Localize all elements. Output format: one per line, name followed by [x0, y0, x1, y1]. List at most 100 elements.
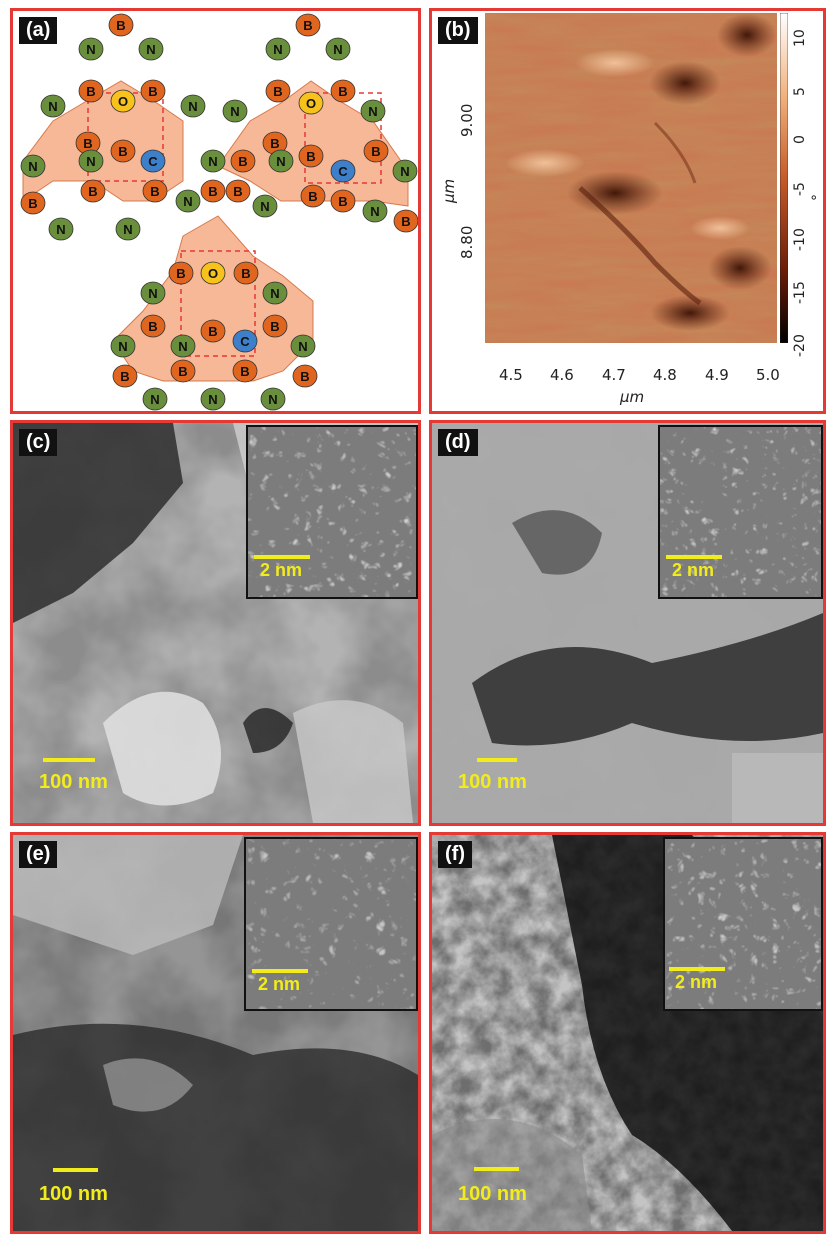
- svg-text:N: N: [148, 286, 157, 301]
- svg-text:N: N: [56, 222, 65, 237]
- atom-n: N: [260, 387, 286, 411]
- svg-text:B: B: [88, 184, 97, 199]
- colorbar-tick: 0: [792, 135, 808, 144]
- colorbar-tick: -10: [792, 228, 808, 251]
- svg-text:N: N: [400, 164, 409, 179]
- svg-text:N: N: [178, 339, 187, 354]
- colorbar: [780, 13, 788, 343]
- atom-n: N: [392, 159, 418, 183]
- atom-b: B: [225, 179, 251, 203]
- svg-text:B: B: [86, 84, 95, 99]
- svg-text:N: N: [273, 42, 282, 57]
- atom-n: N: [362, 199, 388, 223]
- svg-text:N: N: [333, 42, 342, 57]
- svg-text:B: B: [176, 266, 185, 281]
- x-tick: 5.0: [756, 366, 780, 384]
- atom-n: N: [78, 37, 104, 61]
- atom-n: N: [200, 387, 226, 411]
- svg-text:B: B: [118, 144, 127, 159]
- scale-bar-label: 100 nm: [458, 771, 527, 793]
- svg-text:N: N: [86, 154, 95, 169]
- atom-b: B: [140, 79, 166, 103]
- atom-b: B: [262, 131, 288, 155]
- svg-text:C: C: [148, 154, 158, 169]
- atom-b: B: [298, 144, 324, 168]
- panel-d-label: (d): [438, 429, 478, 456]
- tem-micrograph: [13, 423, 418, 823]
- atom-b: B: [230, 149, 256, 173]
- svg-text:N: N: [48, 99, 57, 114]
- panel-f-label: (f): [438, 841, 472, 868]
- panel-c: (c) 2 nm 100 nm: [10, 420, 421, 826]
- svg-text:B: B: [240, 364, 249, 379]
- svg-text:O: O: [306, 96, 316, 111]
- svg-text:C: C: [338, 164, 348, 179]
- panel-d: (d) 2 nm 100 nm: [429, 420, 826, 826]
- atom-n: N: [78, 149, 104, 173]
- panel-a-label: (a): [19, 17, 58, 44]
- atom-b: B: [200, 319, 226, 343]
- atom-b: B: [170, 359, 196, 383]
- atom-b: B: [112, 364, 138, 388]
- x-tick: 4.5: [499, 366, 523, 384]
- atom-n: N: [180, 94, 206, 118]
- tem-micrograph: [13, 835, 418, 1231]
- atom-n: N: [325, 37, 351, 61]
- atom-b: B: [232, 359, 258, 383]
- atom-n: N: [262, 281, 288, 305]
- svg-text:B: B: [208, 184, 217, 199]
- atom-b: B: [233, 261, 259, 285]
- svg-text:B: B: [150, 184, 159, 199]
- svg-text:B: B: [306, 149, 315, 164]
- svg-text:N: N: [268, 392, 277, 407]
- svg-text:B: B: [238, 154, 247, 169]
- scale-bar-label: 100 nm: [458, 1183, 527, 1205]
- colorbar-tick: 10: [792, 29, 808, 47]
- inset-scale-bar: [666, 555, 722, 559]
- svg-text:B: B: [120, 369, 129, 384]
- svg-text:B: B: [116, 18, 125, 33]
- atom-c: C: [330, 159, 356, 183]
- svg-text:B: B: [270, 319, 279, 334]
- atom-o: O: [200, 261, 226, 285]
- svg-text:N: N: [368, 104, 377, 119]
- colorbar-unit: °: [810, 194, 826, 201]
- x-tick: 4.7: [602, 366, 626, 384]
- atom-n: N: [290, 334, 316, 358]
- atom-b: B: [80, 179, 106, 203]
- atom-n: N: [20, 154, 46, 178]
- panel-c-label: (c): [19, 429, 58, 456]
- afm-phase-image: [485, 13, 777, 343]
- x-tick: 4.6: [550, 366, 574, 384]
- atom-c: C: [140, 149, 166, 173]
- atom-o: O: [110, 89, 136, 113]
- atom-o: O: [298, 91, 324, 115]
- atom-n: N: [40, 94, 66, 118]
- x-axis-label: µm: [620, 388, 645, 406]
- inset-scale-label: 2 nm: [260, 560, 303, 580]
- svg-text:B: B: [338, 84, 347, 99]
- svg-text:B: B: [300, 369, 309, 384]
- svg-text:N: N: [276, 154, 285, 169]
- hrtem-inset: 2 nm: [663, 837, 823, 1011]
- inset-scale-label: 2 nm: [258, 974, 301, 994]
- svg-text:B: B: [371, 144, 380, 159]
- colorbar-tick: 5: [792, 87, 808, 96]
- atom-n: N: [138, 37, 164, 61]
- atom-n: N: [170, 334, 196, 358]
- svg-text:N: N: [208, 392, 217, 407]
- svg-text:B: B: [270, 136, 279, 151]
- x-tick: 4.8: [653, 366, 677, 384]
- atom-n: N: [142, 387, 168, 411]
- inset-scale-bar: [669, 967, 725, 971]
- atom-b: B: [168, 261, 194, 285]
- atom-b: B: [265, 79, 291, 103]
- atom-b: B: [393, 209, 418, 233]
- scale-bar-label: 100 nm: [39, 771, 108, 793]
- svg-text:B: B: [241, 266, 250, 281]
- scale-bar: [474, 1167, 519, 1171]
- svg-text:O: O: [118, 94, 128, 109]
- svg-text:B: B: [208, 324, 217, 339]
- panel-e-label: (e): [19, 841, 58, 868]
